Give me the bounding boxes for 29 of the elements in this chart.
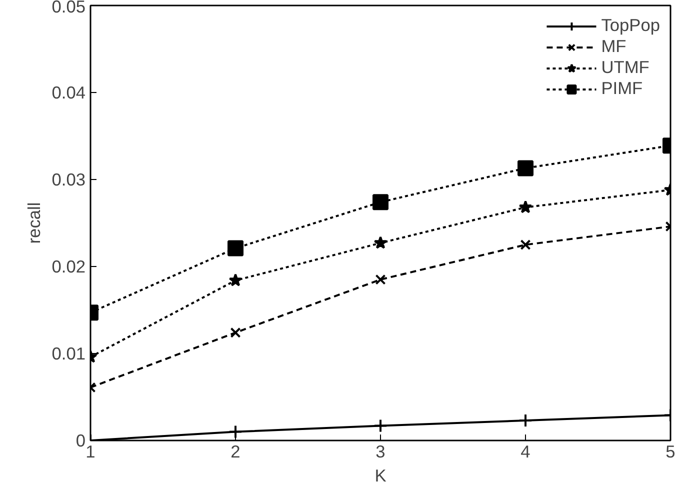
- x-tick-label: 3: [376, 442, 386, 462]
- x-tick-label: 1: [86, 442, 96, 462]
- y-tick-label: 0.03: [52, 170, 86, 190]
- x-axis-title: K: [374, 466, 387, 486]
- legend-label: UTMF: [601, 57, 650, 78]
- point: [372, 194, 388, 210]
- point: [518, 160, 534, 176]
- y-tick-label: 0.05: [52, 0, 86, 16]
- point: [518, 200, 532, 214]
- y-tick-label: 0.02: [52, 256, 86, 276]
- legend-label: MF: [601, 36, 626, 57]
- x-tick-label: 5: [666, 442, 676, 462]
- x-tick-label: 4: [520, 442, 531, 462]
- y-tick-label: 0.04: [52, 82, 86, 102]
- point: [375, 274, 386, 285]
- legend-label: PIMF: [601, 78, 643, 99]
- point: [228, 273, 242, 286]
- point: [230, 327, 241, 338]
- y-tick-label: 0: [76, 430, 86, 450]
- point: [374, 418, 388, 433]
- point: [518, 413, 532, 428]
- point: [520, 240, 531, 250]
- point: [374, 236, 388, 249]
- point: [228, 424, 242, 439]
- point: [228, 240, 244, 256]
- x-tick-label: 2: [230, 442, 240, 462]
- legend-label: TopPop: [601, 15, 660, 36]
- y-tick-label: 0.01: [52, 344, 86, 364]
- y-axis-title: recall: [24, 202, 44, 244]
